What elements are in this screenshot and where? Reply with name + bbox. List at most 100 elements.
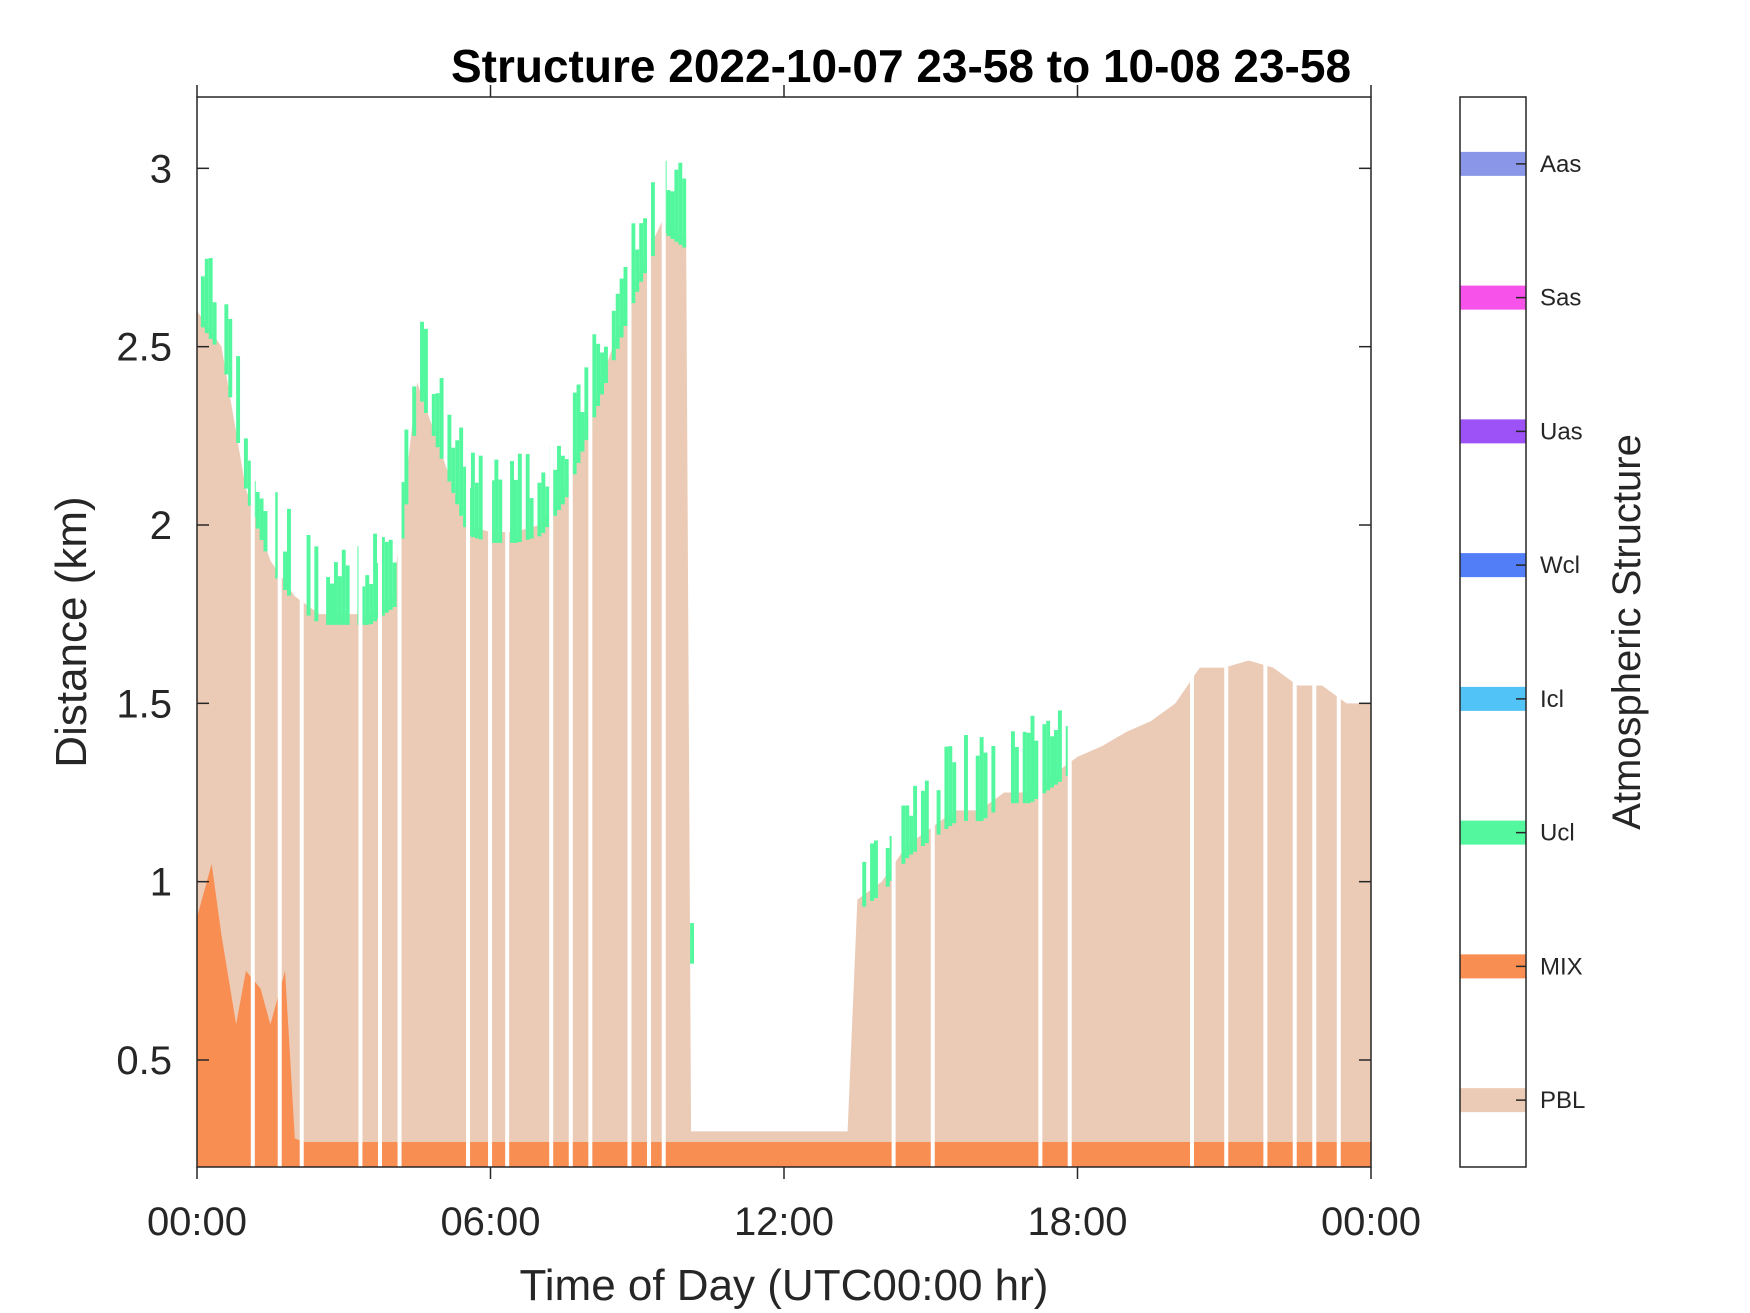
cloud-cell (643, 218, 648, 274)
cloud-cell (678, 162, 683, 245)
cloud-cell (615, 293, 620, 349)
data-gap (358, 97, 363, 1167)
data-gap (277, 97, 282, 1167)
colorbar-label: PBL (1540, 1087, 1585, 1114)
cloud-cell (283, 551, 288, 590)
cloud-cell (1010, 731, 1015, 804)
y-tick-label: 0.5 (116, 1039, 172, 1083)
cloud-cell (537, 482, 542, 537)
cloud-cell (498, 479, 503, 543)
cloud-cell (885, 848, 890, 887)
cloud-cell (243, 438, 248, 489)
cloud-cell (584, 367, 589, 441)
colorbar-label: Aas (1540, 151, 1581, 178)
data-gap (1190, 97, 1195, 1167)
cloud-cell (560, 455, 565, 505)
cloud-cell (600, 352, 604, 395)
colorbar-swatch (1460, 285, 1526, 310)
cloud-cell (513, 479, 518, 543)
cloud-cell (470, 452, 475, 538)
cloud-cell (1014, 746, 1019, 804)
cloud-cell (944, 746, 949, 829)
data-gap (661, 97, 666, 1167)
cloud-cell (920, 790, 925, 846)
cloud-cell (369, 584, 374, 625)
data-gap (588, 97, 593, 1167)
colorbar-swatch (1460, 553, 1526, 578)
colorbar-bg (1460, 97, 1526, 1167)
cloud-cell (936, 790, 941, 835)
cloud-cell (572, 392, 577, 475)
data-gap (505, 97, 510, 1167)
cloud-cell (948, 746, 953, 827)
colorbar-frame (1459, 96, 1527, 1168)
cloud-cell (592, 334, 597, 418)
data-gap (1263, 97, 1268, 1167)
data-gap (930, 97, 935, 1167)
cloud-cell (380, 537, 385, 616)
data-gap (627, 97, 632, 1167)
cloud-cell (682, 178, 687, 248)
cloud-cell (212, 302, 217, 345)
cloud-cell (690, 923, 694, 964)
cloud-cell (639, 223, 644, 282)
cloud-cell (373, 533, 378, 622)
cloud-cell (541, 472, 546, 533)
cloud-cell (991, 745, 996, 813)
cloud-cell (236, 356, 241, 443)
data-gap (891, 97, 896, 1167)
cloud-cell (576, 384, 581, 463)
cloud-cell (451, 447, 456, 493)
cloud-cell (1054, 730, 1058, 785)
cloud-cell (365, 575, 370, 625)
cloud-cell (333, 562, 338, 625)
cloud-cell (913, 785, 918, 852)
cloud-cell (909, 815, 914, 855)
cloud-cell (862, 861, 867, 907)
cloud-cell (983, 752, 988, 819)
data-gap (250, 97, 255, 1167)
cloud-cell (670, 191, 675, 239)
cloud-cell (901, 805, 906, 864)
x-tick-label: 06:00 (440, 1200, 540, 1244)
x-tick-label: 00:00 (147, 1200, 247, 1244)
x-tick-label: 12:00 (734, 1200, 834, 1244)
cloud-cell (494, 459, 499, 543)
cloud-cell (874, 840, 878, 899)
cloud-cell (423, 328, 428, 414)
cloud-cell (510, 460, 514, 543)
cloud-cell (1034, 740, 1039, 799)
x-tick-label: 00:00 (1321, 1200, 1421, 1244)
cloud-cell (474, 482, 479, 539)
data-gap (466, 97, 471, 1167)
cloud-cell (525, 454, 530, 540)
cloud-cell (341, 549, 346, 625)
cloud-cell (263, 511, 268, 552)
colorbar-swatch (1460, 151, 1526, 176)
cloud-cell (1030, 715, 1035, 802)
cloud-cell (330, 583, 334, 625)
y-tick-label: 3 (150, 147, 172, 191)
cloud-cell (431, 393, 436, 436)
cloud-cell (392, 562, 397, 608)
cloud-cell (545, 486, 550, 528)
cloud-cell (490, 480, 495, 543)
colorbar-swatch (1460, 1088, 1526, 1113)
cloud-cell (611, 310, 616, 361)
cloud-cell (1022, 731, 1027, 804)
cloud-cell (404, 429, 409, 505)
cloud-cell (204, 258, 209, 334)
cloud-cell (447, 414, 452, 482)
cloud-cell (1042, 724, 1047, 794)
colorbar-swatch (1460, 686, 1526, 711)
cloud-cell (255, 491, 260, 529)
colorbar: PBL MIX Ucl Icl Wcl Uas Sas Aas (1459, 96, 1585, 1168)
cloud-cell (924, 780, 929, 844)
cloud-cell (517, 453, 522, 542)
cloud-cell (314, 546, 319, 622)
data-gap (1336, 97, 1341, 1167)
data-gap (1312, 97, 1317, 1167)
y-tick-label: 2 (150, 504, 172, 548)
cloud-cell (596, 343, 601, 406)
